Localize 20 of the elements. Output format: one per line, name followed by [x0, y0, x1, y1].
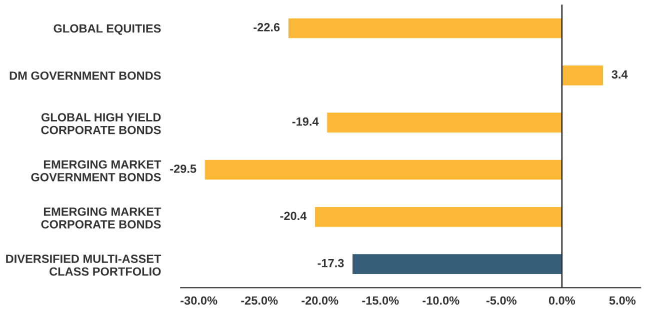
- data-label: -29.5: [170, 164, 196, 173]
- data-label: -20.4: [280, 212, 307, 220]
- y-tick-label: EMERGING MARKET GOVERNMENT BONDS: [31, 160, 162, 182]
- x-tick-label: 5.0%: [609, 296, 636, 305]
- y-tick-label: EMERGING MARKET CORPORATE BONDS: [41, 207, 162, 229]
- x-tick-label: -10.0%: [422, 296, 460, 305]
- y-tick-label: GLOBAL HIGH YIELD CORPORATE BONDS: [41, 113, 161, 134]
- data-label: -17.3: [318, 258, 344, 268]
- data-label: -19.4: [292, 117, 319, 126]
- x-tick-label: -5.0%: [486, 296, 517, 305]
- y-tick-label: GLOBAL EQUITIES: [54, 24, 161, 35]
- x-tick-label: -15.0%: [362, 296, 399, 305]
- y-tick-label: DIVERSIFIED MULTI-ASSET CLASS PORTFOLIO: [6, 254, 162, 276]
- x-tick-label: 0.0%: [548, 296, 576, 305]
- x-tick-label: -30.0%: [180, 296, 218, 305]
- x-tick-label: -20.0%: [302, 296, 338, 305]
- x-tick-label: -25.0%: [241, 296, 278, 305]
- data-label: -22.6: [254, 23, 280, 32]
- data-label: 3.4: [612, 70, 628, 79]
- y-tick-label: DM GOVERNMENT BONDS: [10, 71, 161, 80]
